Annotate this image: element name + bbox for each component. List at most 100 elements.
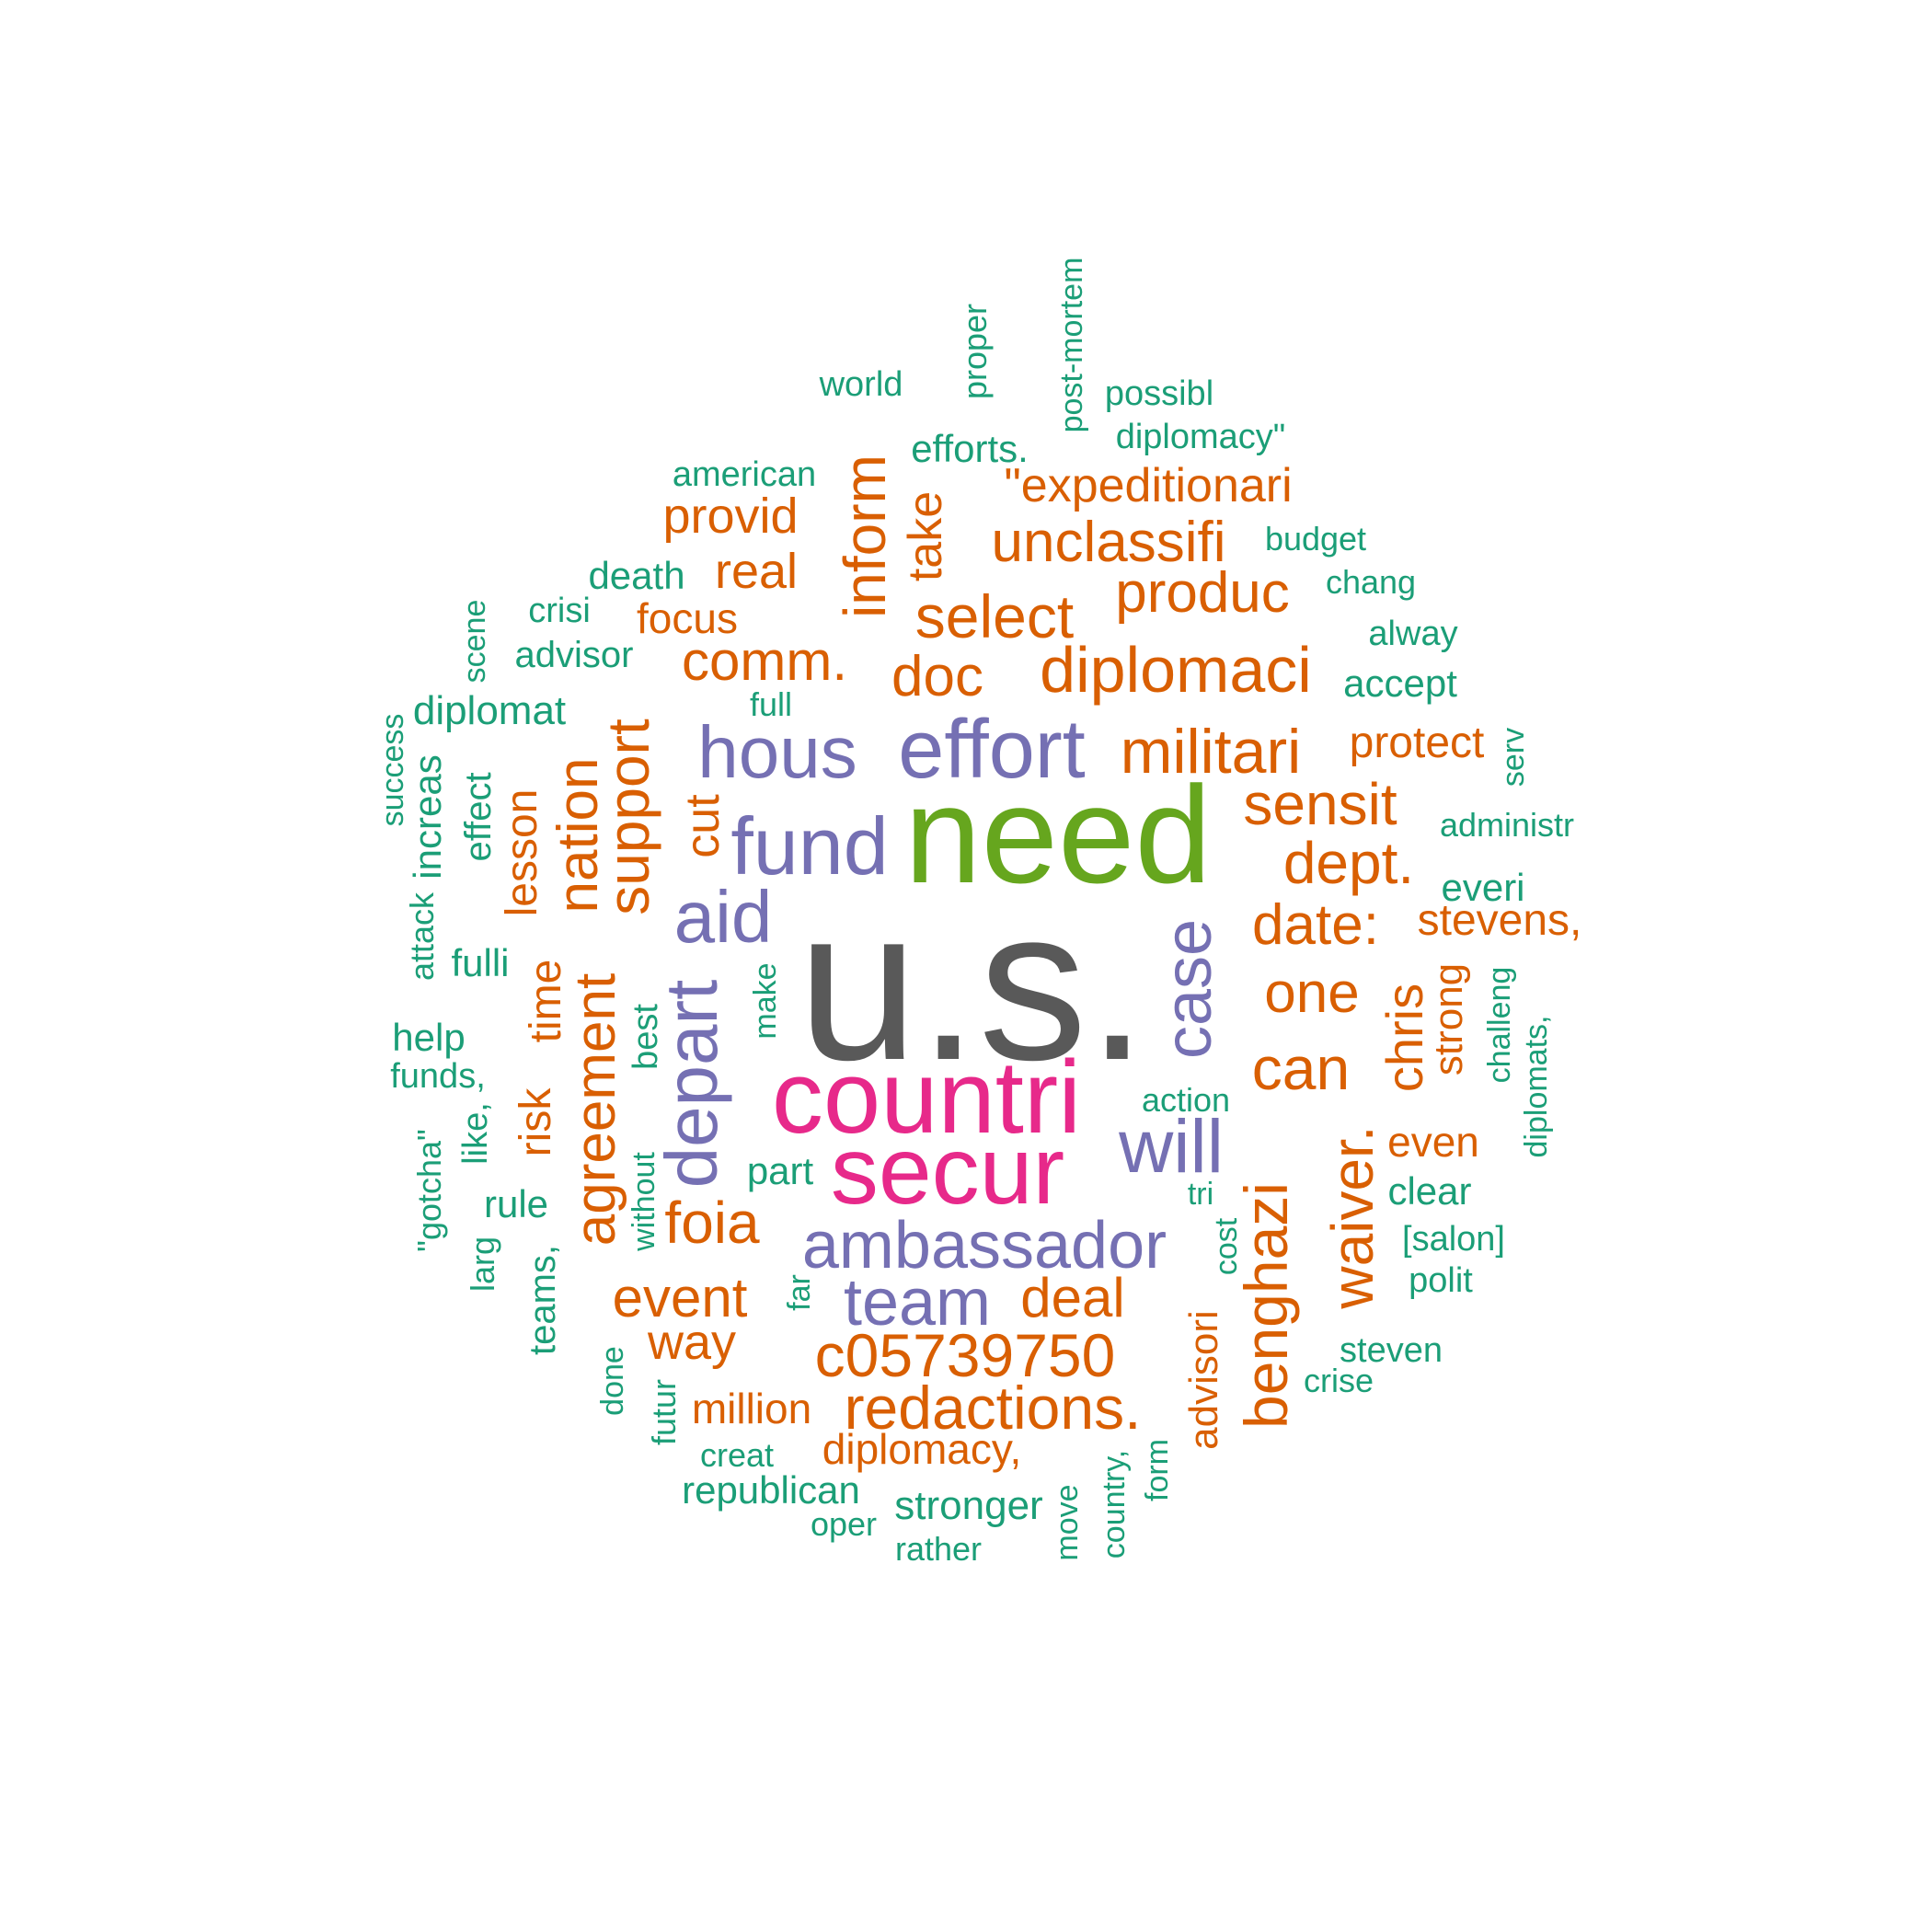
word-best: best (627, 1004, 665, 1070)
word-countri: countri (771, 1040, 1082, 1155)
word-crise: crise (1303, 1362, 1374, 1399)
word-will: will (1119, 1105, 1224, 1189)
word-american: american (672, 455, 817, 494)
word-full: full (749, 685, 793, 723)
word-redactions: redactions. (844, 1374, 1142, 1442)
word-stronger: stronger (894, 1483, 1043, 1528)
word-waiver: waiver. (1319, 1125, 1386, 1309)
word-need: need (904, 757, 1212, 912)
word-fulli: fulli (451, 941, 510, 984)
word-depart: depart (650, 979, 732, 1189)
word-country: country, (1097, 1449, 1132, 1559)
word-foia: foia (664, 1190, 760, 1256)
word-event: event (612, 1267, 748, 1328)
word-alway: alway (1368, 615, 1458, 653)
word-without: without (627, 1152, 661, 1251)
word-possibl: possibl (1104, 374, 1214, 413)
word-doc: doc (891, 645, 983, 708)
word-agreement: agreement (564, 972, 627, 1247)
word-administr: administr (1439, 806, 1575, 844)
word-team: team (843, 1266, 992, 1340)
word-increas: increas (406, 754, 449, 880)
word-effort: effort (898, 704, 1086, 796)
word-rule: rule (483, 1182, 549, 1225)
word-teams: teams, (523, 1244, 563, 1356)
word-date: date: (1252, 893, 1379, 957)
word-clear: clear (1387, 1169, 1472, 1213)
word-hous: hous (697, 711, 857, 793)
word-advisor: advisor (514, 635, 634, 675)
word-post-mortem: post-mortem (1054, 257, 1089, 433)
word-death: death (588, 554, 685, 597)
word-benghazi: benghazi (1232, 1182, 1300, 1429)
word-chris: chris (1375, 983, 1433, 1093)
word-rather: rather (894, 1530, 983, 1568)
word-even: even (1387, 1118, 1479, 1166)
word-republican: republican (682, 1468, 860, 1512)
word-far: far (782, 1274, 817, 1311)
word-like: like, (456, 1102, 495, 1165)
word-creat: creat (699, 1436, 775, 1474)
word-form: form (1140, 1439, 1175, 1501)
word-done: done (595, 1346, 630, 1416)
word-us: u.s. (797, 863, 1148, 1106)
word-action: action (1141, 1081, 1231, 1119)
word-real: real (714, 544, 799, 599)
word-lesson: lesson (498, 788, 546, 917)
word-scene: scene (457, 599, 492, 684)
word-larg: larg (464, 1236, 501, 1293)
word-attack: attack (403, 891, 441, 982)
word-unclassifi: unclassifi (991, 511, 1226, 574)
word-funds: funds, (390, 1057, 486, 1096)
word-advisori: advisori (1181, 1310, 1226, 1450)
word-chang: chang (1325, 563, 1417, 601)
word-provid: provid (662, 489, 799, 544)
word-budget: budget (1264, 520, 1367, 558)
word-select: select (914, 582, 1075, 650)
word-produc: produc (1115, 561, 1290, 625)
word-militari: militari (1120, 717, 1302, 787)
word-help: help (392, 1016, 466, 1059)
word-secur: secur (830, 1118, 1065, 1225)
word-part: part (746, 1149, 814, 1192)
word-proper: proper (956, 303, 994, 400)
word-one: one (1264, 961, 1360, 1025)
word-salon: [salon] (1402, 1220, 1505, 1259)
word-time: time (522, 959, 570, 1043)
word-diplomacy-comma: diplomacy, (822, 1425, 1022, 1473)
word-deal: deal (1020, 1267, 1125, 1328)
word-world: world (819, 365, 903, 404)
word-oper: oper (810, 1505, 878, 1543)
word-protect: protect (1349, 719, 1485, 767)
word-cost: cost (1209, 1217, 1244, 1276)
word-serv: serv (1496, 727, 1531, 788)
word-diplomat: diplomat (412, 688, 567, 733)
word-way: way (647, 1315, 737, 1370)
word-move: move (1050, 1484, 1085, 1561)
word-steven: steven (1340, 1331, 1443, 1370)
word-dept: dept. (1282, 830, 1415, 896)
word-crisi: crisi (528, 592, 591, 630)
word-case: case (1152, 918, 1225, 1060)
word-success: success (375, 713, 410, 827)
word-inform: inform (832, 454, 898, 618)
word-take: take (899, 490, 952, 582)
word-everi: everi (1441, 866, 1525, 909)
word-tri: tri (1187, 1177, 1214, 1212)
word-challeng: challeng (1482, 966, 1517, 1084)
word-c05739750: c05739750 (814, 1321, 1116, 1389)
word-diplomacy-quote: diplomacy" (1115, 418, 1286, 456)
word-fund: fund (730, 800, 889, 891)
word-diplomaci: diplomaci (1040, 634, 1312, 706)
word-diplomats: diplomats, (1519, 1015, 1554, 1158)
word-gotcha: "gotcha" (410, 1129, 448, 1252)
word-effect: effect (458, 772, 499, 862)
word-focus: focus (637, 594, 738, 642)
word-make: make (748, 962, 783, 1040)
word-ambassador: ambassador (801, 1209, 1167, 1282)
word-cut: cut (676, 794, 730, 858)
word-accept: accept (1343, 661, 1457, 705)
word-comm: comm. (682, 630, 847, 692)
word-risk: risk (512, 1087, 560, 1157)
